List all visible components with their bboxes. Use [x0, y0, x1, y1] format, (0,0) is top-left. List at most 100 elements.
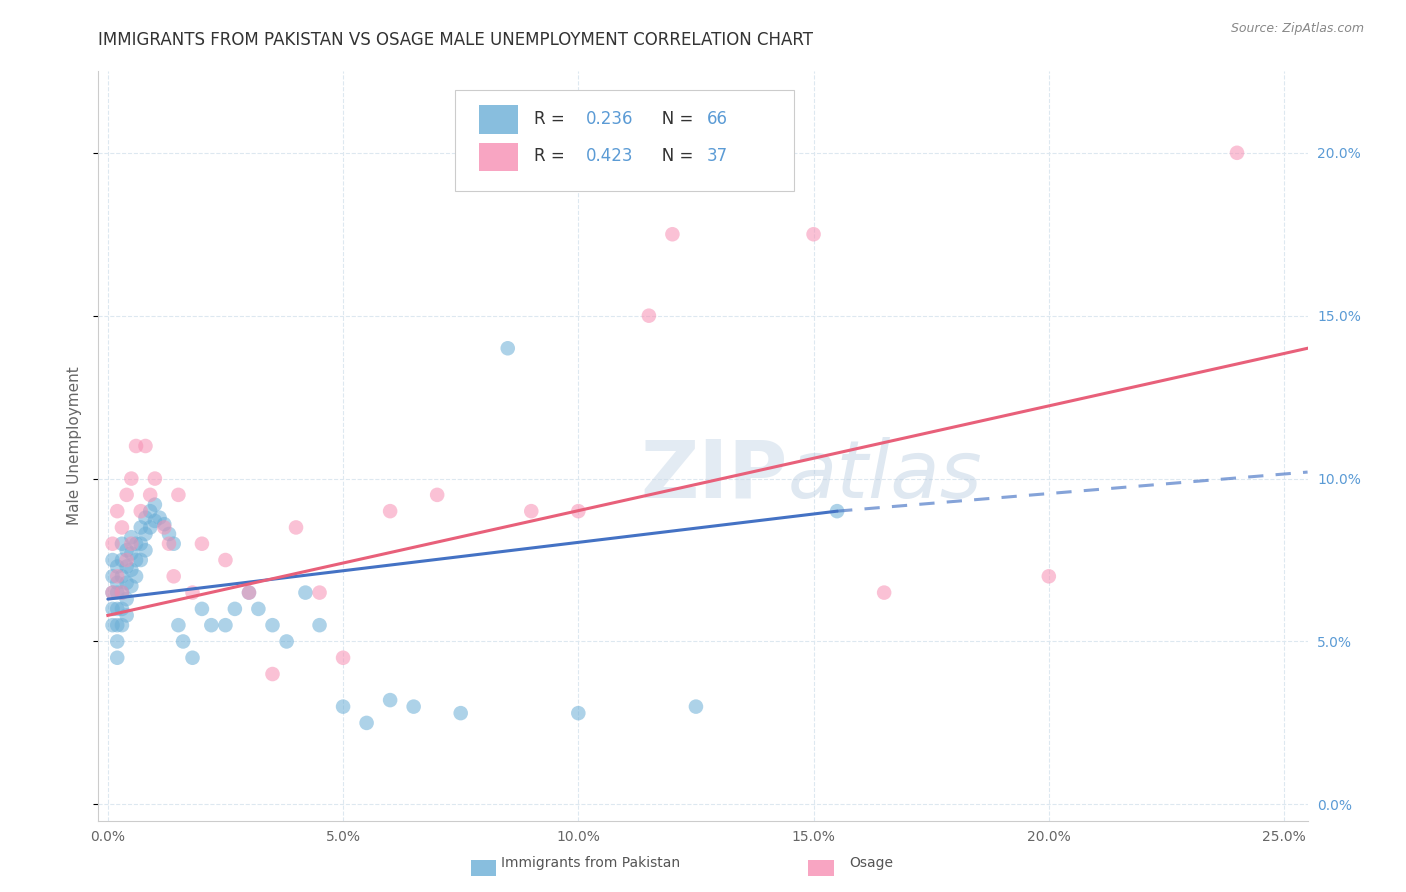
Point — [163, 537, 186, 551]
FancyBboxPatch shape — [479, 105, 517, 134]
Point — [139, 520, 162, 534]
Text: 0.236: 0.236 — [586, 110, 633, 128]
Point — [120, 537, 142, 551]
Point — [139, 504, 162, 518]
Point — [803, 227, 825, 242]
Point — [111, 585, 134, 599]
Point — [105, 575, 128, 590]
Point — [101, 553, 124, 567]
Point — [115, 488, 138, 502]
Point — [873, 585, 896, 599]
Point — [129, 553, 152, 567]
Text: N =: N = — [647, 147, 699, 165]
Point — [378, 693, 401, 707]
Point — [172, 634, 194, 648]
Point — [153, 517, 176, 532]
Point — [167, 488, 190, 502]
Point — [101, 537, 124, 551]
Point — [149, 510, 172, 524]
Point — [129, 520, 152, 534]
Point — [153, 520, 176, 534]
Point — [115, 559, 138, 574]
FancyBboxPatch shape — [479, 143, 517, 171]
FancyBboxPatch shape — [456, 90, 793, 191]
Point — [111, 569, 134, 583]
Point — [134, 527, 156, 541]
Point — [638, 309, 661, 323]
Text: 37: 37 — [707, 147, 728, 165]
Point — [167, 618, 190, 632]
Point — [115, 553, 138, 567]
Point — [120, 530, 142, 544]
Point — [496, 341, 519, 355]
Text: 66: 66 — [707, 110, 728, 128]
Point — [111, 537, 134, 551]
Point — [567, 504, 589, 518]
Point — [181, 585, 204, 599]
Point — [143, 514, 166, 528]
Point — [262, 618, 284, 632]
Point — [308, 585, 330, 599]
Point — [129, 537, 152, 551]
Point — [125, 553, 148, 567]
Point — [402, 699, 425, 714]
Point — [111, 520, 134, 534]
Point — [115, 592, 138, 607]
Point — [105, 618, 128, 632]
Text: Source: ZipAtlas.com: Source: ZipAtlas.com — [1230, 22, 1364, 36]
Point — [214, 618, 236, 632]
Point — [134, 510, 156, 524]
Point — [294, 585, 316, 599]
Point — [567, 706, 589, 720]
Point — [685, 699, 707, 714]
Point — [134, 543, 156, 558]
Point — [224, 602, 246, 616]
Point — [101, 585, 124, 599]
Point — [125, 569, 148, 583]
Point — [238, 585, 260, 599]
Point — [378, 504, 401, 518]
Point — [181, 650, 204, 665]
Point — [520, 504, 543, 518]
Point — [105, 559, 128, 574]
Point — [111, 618, 134, 632]
Point — [200, 618, 222, 632]
Point — [101, 618, 124, 632]
Text: Immigrants from Pakistan: Immigrants from Pakistan — [501, 855, 681, 870]
Point — [120, 547, 142, 561]
Text: 0.423: 0.423 — [586, 147, 633, 165]
Point — [115, 608, 138, 623]
Point — [247, 602, 270, 616]
Point — [332, 699, 354, 714]
Point — [825, 504, 848, 518]
Point — [139, 488, 162, 502]
Point — [308, 618, 330, 632]
Point — [120, 579, 142, 593]
Point — [120, 563, 142, 577]
Y-axis label: Male Unemployment: Male Unemployment — [67, 367, 83, 525]
Point — [1038, 569, 1060, 583]
Text: R =: R = — [534, 147, 569, 165]
Point — [426, 488, 449, 502]
Point — [101, 585, 124, 599]
Point — [191, 537, 214, 551]
Point — [105, 585, 128, 599]
Point — [332, 650, 354, 665]
Point — [105, 634, 128, 648]
Point — [450, 706, 472, 720]
Point — [356, 715, 378, 730]
Text: IMMIGRANTS FROM PAKISTAN VS OSAGE MALE UNEMPLOYMENT CORRELATION CHART: IMMIGRANTS FROM PAKISTAN VS OSAGE MALE U… — [98, 31, 814, 49]
Text: Osage: Osage — [849, 855, 894, 870]
Point — [262, 667, 284, 681]
Point — [125, 537, 148, 551]
Point — [143, 472, 166, 486]
Point — [238, 585, 260, 599]
Point — [115, 543, 138, 558]
Text: atlas: atlas — [787, 437, 983, 515]
Point — [661, 227, 683, 242]
Point — [105, 650, 128, 665]
Point — [115, 575, 138, 590]
Point — [143, 498, 166, 512]
Point — [214, 553, 236, 567]
Point — [125, 439, 148, 453]
